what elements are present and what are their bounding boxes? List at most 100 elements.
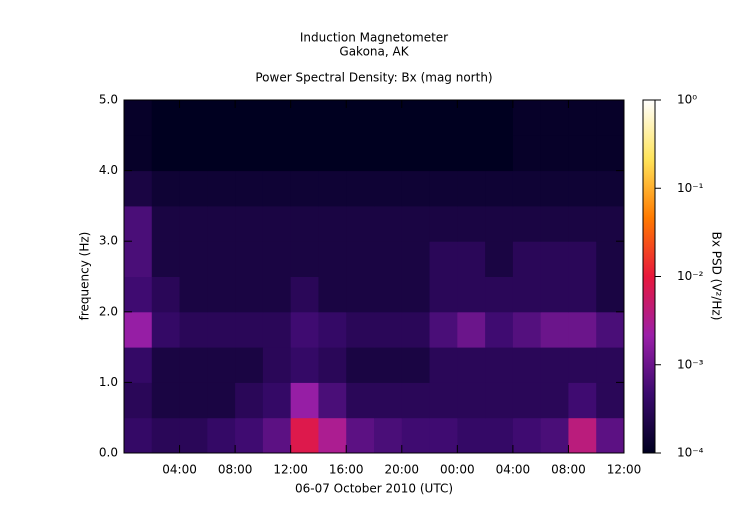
colorbar-tick-label: 10⁻³ bbox=[677, 357, 704, 371]
heatmap-cell bbox=[512, 205, 542, 242]
heatmap-cell bbox=[262, 170, 292, 207]
heatmap-cell bbox=[179, 135, 208, 172]
heatmap-cell bbox=[151, 135, 181, 172]
heatmap-cell bbox=[457, 276, 486, 313]
heatmap-cell bbox=[457, 170, 486, 207]
heatmap-cell bbox=[124, 276, 153, 313]
colorbar bbox=[642, 99, 656, 454]
heatmap-cell bbox=[568, 170, 597, 207]
heatmap-cell bbox=[235, 100, 264, 136]
heatmap-cell bbox=[512, 276, 542, 313]
heatmap-cell bbox=[457, 205, 486, 242]
heatmap-cell bbox=[262, 382, 292, 419]
heatmap-cell bbox=[318, 347, 347, 383]
heatmap-cell bbox=[540, 135, 569, 172]
heatmap-cell bbox=[374, 205, 403, 242]
heatmap-cell bbox=[346, 241, 375, 277]
heatmap-cell bbox=[512, 100, 542, 136]
heatmap-cell bbox=[429, 276, 458, 313]
x-tick-label: 08:00 bbox=[218, 463, 253, 477]
heatmap-cell bbox=[151, 170, 181, 207]
y-tick-label: 3.0 bbox=[99, 234, 118, 248]
heatmap-cell bbox=[512, 347, 542, 383]
heatmap-cell bbox=[540, 241, 569, 277]
heatmap-cell bbox=[596, 417, 625, 454]
heatmap-cell bbox=[540, 100, 569, 136]
heatmap-cell bbox=[207, 276, 236, 313]
heatmap-cell bbox=[262, 417, 292, 454]
heatmap-cell bbox=[512, 170, 542, 207]
heatmap-cell bbox=[151, 100, 181, 136]
heatmap-cell bbox=[485, 205, 514, 242]
heatmap-cell bbox=[429, 417, 458, 454]
heatmap-cell bbox=[596, 205, 625, 242]
heatmap-cell bbox=[318, 417, 347, 454]
heatmap-cell bbox=[485, 241, 514, 277]
heatmap-cell bbox=[235, 135, 264, 172]
heatmap-cell bbox=[207, 417, 236, 454]
heatmap-cell bbox=[124, 100, 153, 136]
heatmap-cell bbox=[596, 241, 625, 277]
heatmap-cell bbox=[290, 170, 319, 207]
heatmap-cell bbox=[596, 382, 625, 419]
heatmap-cell bbox=[374, 311, 403, 348]
colorbar-label: Bx PSD (V²/Hz) bbox=[710, 232, 724, 321]
heatmap-cell bbox=[179, 417, 208, 454]
heatmap-cell bbox=[179, 170, 208, 207]
heatmap-cell bbox=[346, 205, 375, 242]
heatmap-cell bbox=[401, 276, 431, 313]
heatmap-cell bbox=[235, 276, 264, 313]
heatmap-cell bbox=[429, 205, 458, 242]
heatmap-cell bbox=[401, 417, 431, 454]
heatmap-cell bbox=[374, 135, 403, 172]
heatmap-cell bbox=[540, 205, 569, 242]
heatmap-cell bbox=[179, 100, 208, 136]
heatmap-cell bbox=[512, 241, 542, 277]
heatmap-cell bbox=[207, 205, 236, 242]
heatmap-cell bbox=[485, 311, 514, 348]
heatmap-cell bbox=[290, 241, 319, 277]
colorbar-tick-label: 10⁰ bbox=[677, 93, 697, 107]
heatmap-cell bbox=[124, 135, 153, 172]
heatmap-cell bbox=[179, 347, 208, 383]
x-tick-label: 16:00 bbox=[329, 463, 364, 477]
heatmap-cell bbox=[151, 241, 181, 277]
heatmap-cell bbox=[290, 382, 319, 419]
heatmap-cell bbox=[235, 417, 264, 454]
heatmap-cell bbox=[512, 382, 542, 419]
heatmap-cell bbox=[485, 170, 514, 207]
heatmap-cell bbox=[540, 417, 569, 454]
heatmap-cell bbox=[485, 135, 514, 172]
heatmap-cell bbox=[485, 347, 514, 383]
heatmap-cell bbox=[401, 135, 431, 172]
heatmap-cell bbox=[151, 417, 181, 454]
heatmap-cell bbox=[290, 347, 319, 383]
heatmap-cell bbox=[596, 135, 625, 172]
heatmap-cell bbox=[374, 241, 403, 277]
heatmap-cell bbox=[540, 170, 569, 207]
x-tick-label: 04:00 bbox=[162, 463, 197, 477]
y-tick-label: 1.0 bbox=[99, 375, 118, 389]
heatmap-cell bbox=[485, 382, 514, 419]
heatmap-cell bbox=[124, 170, 153, 207]
x-tick-label: 08:00 bbox=[551, 463, 586, 477]
heatmap-cell bbox=[235, 382, 264, 419]
heatmap-cell bbox=[540, 382, 569, 419]
heatmap-cell bbox=[318, 170, 347, 207]
heatmap-cell bbox=[429, 135, 458, 172]
heatmap-cell bbox=[207, 100, 236, 136]
heatmap-cell bbox=[235, 241, 264, 277]
heatmap-cell bbox=[596, 100, 625, 136]
colorbar-tick-label: 10⁻² bbox=[677, 269, 704, 283]
heatmap-cell bbox=[124, 382, 153, 419]
heatmap-cell bbox=[235, 205, 264, 242]
heatmap-cell bbox=[401, 347, 431, 383]
heatmap-cell bbox=[318, 241, 347, 277]
heatmap-cell bbox=[429, 241, 458, 277]
heatmap-cell bbox=[346, 382, 375, 419]
heatmap-cell bbox=[457, 135, 486, 172]
heatmap-cell bbox=[179, 241, 208, 277]
heatmap-cell bbox=[457, 241, 486, 277]
chart-title: Induction Magnetometer bbox=[300, 31, 448, 45]
